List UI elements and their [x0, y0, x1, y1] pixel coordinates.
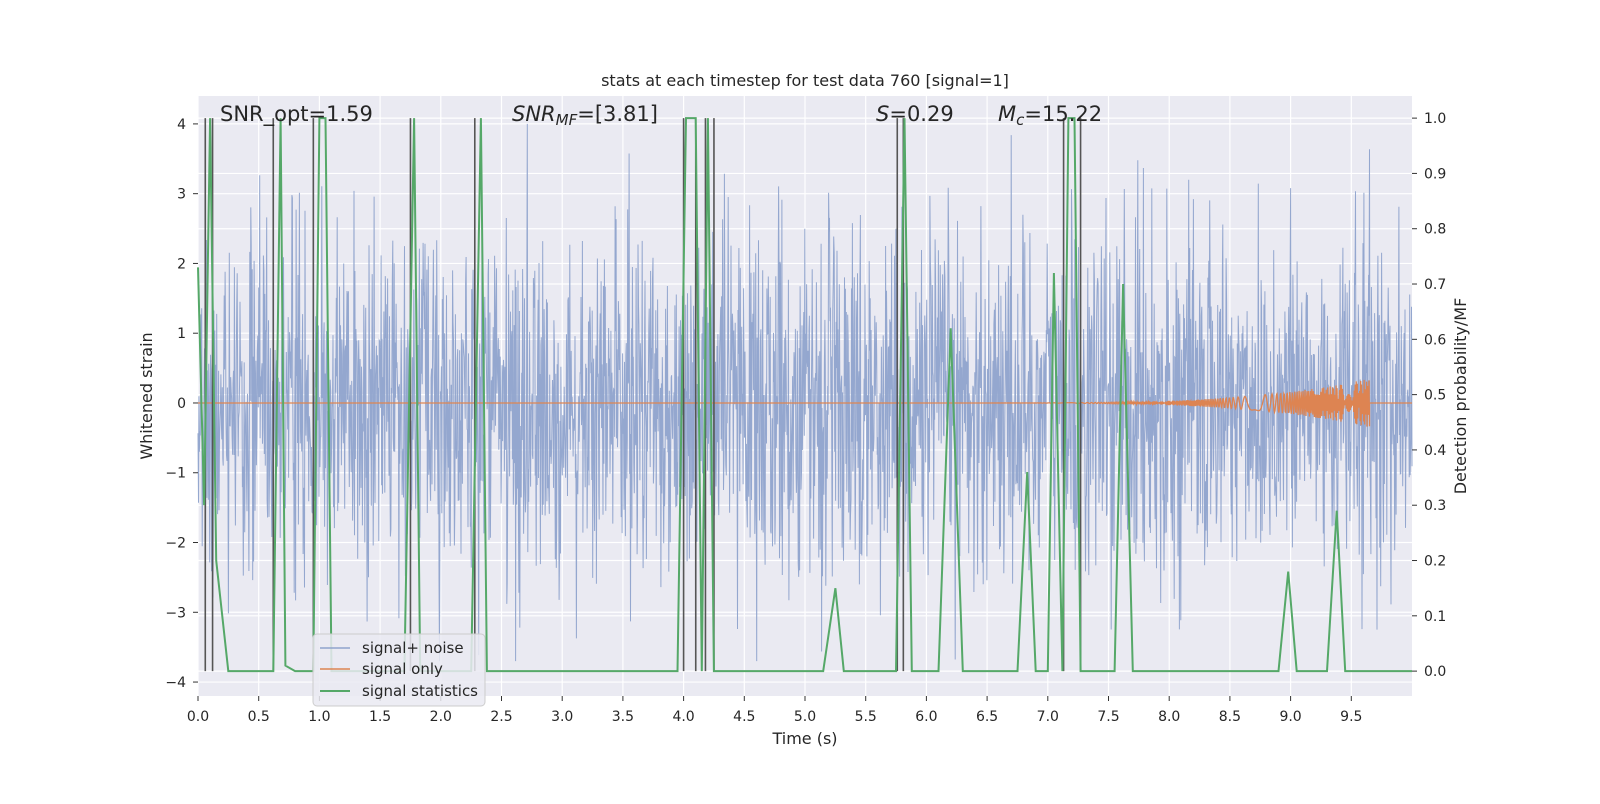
x-tick-label: 7.0	[1037, 709, 1059, 725]
y-right-tick-label: 0.3	[1424, 498, 1446, 514]
y-right-tick-label: 0.7	[1424, 277, 1446, 293]
x-tick-label: 2.5	[490, 709, 512, 725]
y-right-tick-label: 0.4	[1424, 443, 1446, 459]
y-tick-label: −4	[165, 675, 186, 691]
y-tick-label: −3	[165, 605, 186, 621]
statistics-line	[197, 117, 1412, 673]
legend: signal+ noise signal only signal statist…	[312, 633, 486, 707]
detection-markers	[204, 118, 1082, 672]
axis-ticks: 0.0 0.5 1.0 1.5 2.0 2.5 3.0 3.5 4.0 4.5 5.0 5.5 6.0 6…	[165, 111, 1446, 725]
noise-trace	[197, 123, 1413, 662]
legend-label-signal: signal only	[362, 660, 443, 678]
y-right-tick-label: 0.0	[1424, 664, 1446, 680]
noise-series	[197, 123, 1413, 662]
y-right-tick-label: 0.6	[1424, 332, 1446, 348]
signal-trace	[197, 379, 1412, 427]
x-tick-label: 0.5	[248, 709, 270, 725]
mc-annotation: Mc=15.22	[998, 102, 1102, 129]
legend-box	[312, 633, 486, 707]
x-tick-label: 8.0	[1158, 709, 1180, 725]
chart-title: stats at each timestep for test data 760…	[601, 71, 1009, 90]
x-tick-label: 3.5	[612, 709, 634, 725]
x-tick-label: 4.5	[733, 709, 755, 725]
y-tick-label: 4	[177, 117, 186, 133]
y-right-tick-label: 0.1	[1424, 609, 1446, 625]
signal-series	[197, 379, 1412, 427]
statistics-series	[197, 117, 1412, 673]
s-annotation: S=0.29	[876, 102, 954, 126]
x-tick-label: 7.5	[1097, 709, 1119, 725]
x-tick-label: 5.0	[794, 709, 816, 725]
y-tick-label: −2	[165, 536, 186, 552]
x-tick-label: 9.0	[1279, 709, 1301, 725]
x-tick-label: 6.0	[915, 709, 937, 725]
y-right-tick-label: 0.9	[1424, 166, 1446, 182]
y-right-tick-label: 0.2	[1424, 554, 1446, 570]
y-axis-label: Whitened strain	[137, 332, 156, 459]
y-tick-label: 3	[177, 187, 186, 203]
x-tick-label: 3.0	[551, 709, 573, 725]
x-tick-label: 4.0	[672, 709, 694, 725]
y-right-axis-label: Detection probability/MF	[1451, 298, 1470, 495]
legend-label-noise: signal+ noise	[362, 639, 464, 657]
snr-opt-annotation: SNR_opt=1.59	[220, 102, 373, 127]
snr-mf-annotation: SNRMF=[3.81]	[512, 102, 658, 129]
x-tick-label: 1.0	[308, 709, 330, 725]
y-right-tick-label: 1.0	[1424, 111, 1446, 127]
legend-label-stats: signal statistics	[362, 682, 478, 700]
x-tick-label: 1.5	[369, 709, 391, 725]
y-tick-label: 0	[177, 396, 186, 412]
x-tick-label: 0.0	[187, 709, 209, 725]
x-axis-label: Time (s)	[771, 729, 837, 748]
x-tick-label: 8.5	[1219, 709, 1241, 725]
y-tick-label: 2	[177, 256, 186, 272]
x-tick-label: 2.0	[430, 709, 452, 725]
y-right-tick-label: 0.8	[1424, 222, 1446, 238]
x-tick-label: 9.5	[1340, 709, 1362, 725]
y-right-tick-label: 0.5	[1424, 388, 1446, 404]
y-tick-label: −1	[165, 466, 186, 482]
y-tick-label: 1	[177, 326, 186, 342]
x-tick-label: 6.5	[976, 709, 998, 725]
x-tick-label: 5.5	[855, 709, 877, 725]
